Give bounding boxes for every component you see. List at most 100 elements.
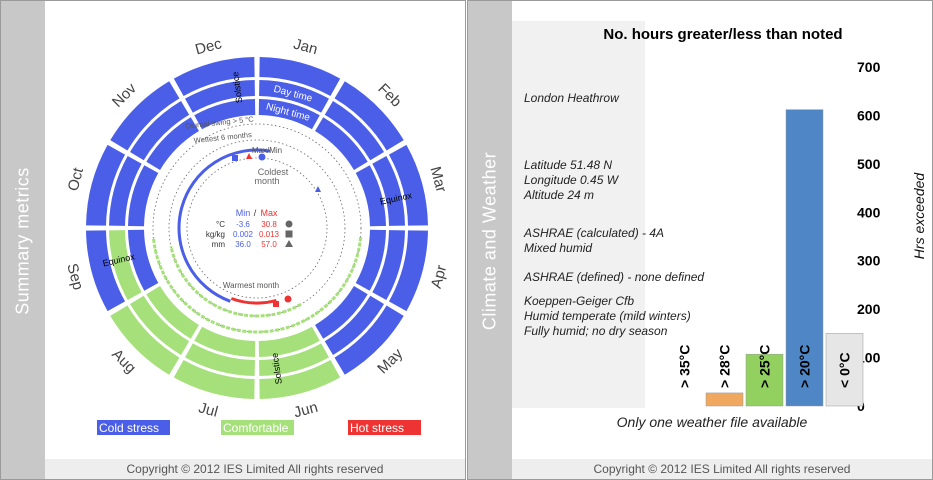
day-ring-segment [130,101,190,161]
month-label: Jun [292,399,320,422]
stat-max: 57.0 [261,240,277,249]
guide-circle [152,123,362,333]
day-ring-segment [185,80,255,113]
copyright: Copyright © 2012 IES Limited All rights … [45,459,465,479]
circle-symbol [285,220,293,228]
month-label: Nov [109,80,140,111]
panel-title: Climate and Weather [479,151,500,331]
day-ring-segment [130,295,190,355]
x-tick-label: > 25°C [757,345,773,388]
guide-circle [186,157,328,299]
humidity-max-marker [273,301,279,307]
night-ring-segment [315,117,368,170]
day-ring-segment [324,295,384,355]
stat-unit: kg/kg [206,230,225,239]
outer-ring-segment [334,305,404,375]
month-label: Apr [428,263,450,290]
legend-swatch [348,420,421,435]
legend-swatch [221,420,294,435]
diurnal-swing-arc [151,236,363,334]
day-ring-segment [372,230,405,300]
night-ring-segment [355,229,386,291]
bar [745,353,784,407]
coldest-label: month [254,176,279,186]
night-ring-segment [146,286,199,339]
summary-metrics-panel: Summary metrics Jan Feb Mar Apr May Jun Jul Aug… [0,0,466,480]
night-ring-segment [258,326,320,357]
night-ring-segment [146,117,199,170]
legend-label: Cold stress [99,421,159,435]
x-tick-label: > 35°C [677,345,693,388]
koeppen-desc-1: Humid temperate (mild winters) [524,309,691,323]
y-tick-label: 200 [857,301,881,317]
climate-weather-panel: Climate and Weather No. hours greater/le… [467,0,933,480]
legend-label: Comfortable [223,421,289,435]
day-ring-segment [259,80,329,113]
temp-min-marker [258,153,266,161]
side-strip: Climate and Weather [468,1,512,479]
bar [705,392,744,407]
y-axis-label: Hrs exceeded [911,172,927,260]
month-label: Oct [65,165,88,193]
night-ring-segment [194,99,256,130]
min-header: Min [236,208,251,218]
month-label: Dec [193,35,224,58]
night-ring-segment [128,165,159,227]
day-ring-segment [109,156,142,226]
night-ring-segment [258,99,320,130]
wettest-months-arc [169,245,302,318]
outer-ring-segment [334,81,404,151]
bar [825,333,864,407]
temperature-range-arc [177,148,271,303]
x-tick-label: > 28°C [717,345,733,388]
night-ring-segment [355,165,386,227]
ashrae-defined: ASHRAE (defined) - none defined [523,270,704,284]
inner-label: Warmest month [223,281,279,290]
chart-title: No. hours greater/less than noted [603,26,842,43]
night-ring-segment [194,326,256,357]
month-label: Jan [292,36,320,59]
y-tick-label: 500 [857,156,881,172]
square-symbol [285,230,293,238]
event-label: Solstice [270,352,284,385]
stat-unit: mm [212,240,226,249]
stat-min: 36.0 [235,240,251,249]
max-header: Max [260,208,278,218]
y-tick-label: 700 [857,59,881,75]
legend-label: Hot stress [350,421,404,435]
rain-min-marker [315,186,321,192]
month-label: Feb [374,80,404,110]
day-ring-segment [259,343,329,376]
outer-ring-segment [110,305,180,375]
inner-label: Wettest 6 months [193,130,252,145]
stat-min: 0.002 [233,230,254,239]
hours-exceeded-chart: No. hours greater/less than noted London… [512,21,927,430]
humidity-min-marker [232,155,238,161]
slash: / [254,208,257,218]
night-ring-segment [315,286,368,339]
info-background [512,21,645,408]
outer-ring-segment [388,230,428,312]
inner-label: Max/Min [252,146,282,155]
ashrae-calculated-desc: Mixed humid [524,241,592,255]
night-ring-segment [128,229,159,291]
koeppen-class: Koeppen-Geiger Cfb [524,294,634,308]
month-label: May [374,345,406,377]
outer-ring-segment [259,57,341,97]
bar [785,109,824,407]
stat-unit: °C [216,220,225,229]
koeppen-desc-2: Fully humid; no dry season [524,324,668,338]
legend-swatch [97,420,170,435]
month-label: Sep [63,262,86,292]
panel-title: Summary metrics [12,167,33,315]
y-tick-label: 400 [857,204,881,220]
y-tick-label: 300 [857,253,881,269]
outer-ring-segment [86,230,126,312]
guide-circle [168,139,346,317]
climate-wheel: JanFebMarAprMayJunJulAugSepOctNovDecDay … [63,35,450,435]
x-tick-label: > 20°C [797,345,813,388]
altitude: Altitude 24 m [523,188,594,202]
outer-ring-segment [110,81,180,151]
x-tick-label: < 0°C [837,352,853,388]
latitude: Latitude 51.48 N [524,158,612,172]
